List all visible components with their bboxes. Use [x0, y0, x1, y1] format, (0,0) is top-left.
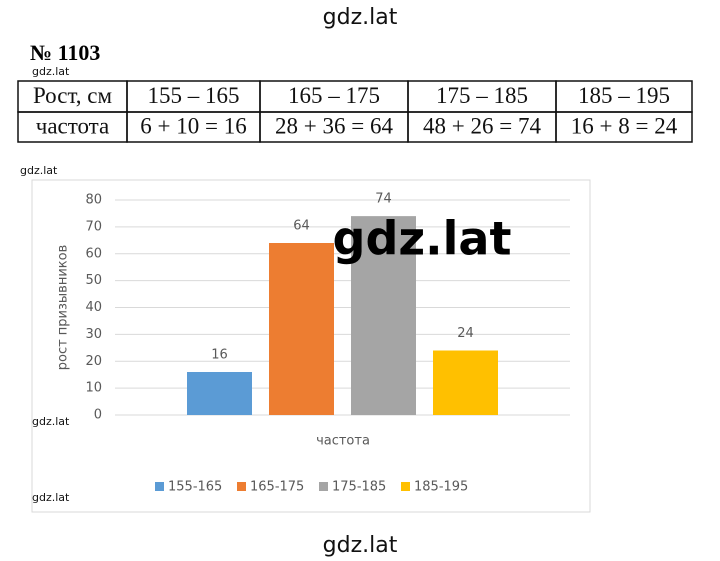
bar — [269, 243, 334, 415]
cell-text: Рост, см — [33, 83, 113, 108]
y-tick-label: 80 — [85, 193, 102, 208]
legend-label: 175-185 — [332, 480, 386, 495]
watermark: gdz.lat — [20, 164, 58, 177]
legend-label: 155-165 — [168, 480, 222, 495]
cell-text: 6 + 10 = 16 — [140, 113, 246, 138]
problem-number: № 1103 — [30, 40, 100, 65]
bar — [351, 216, 416, 415]
cell-text: 175 – 185 — [436, 83, 528, 108]
watermark: gdz.lat — [323, 5, 398, 30]
cell-text: 48 + 26 = 74 — [423, 113, 541, 138]
watermark: gdz.lat — [32, 65, 70, 78]
watermark: gdz.lat — [32, 415, 70, 428]
bar — [187, 372, 252, 415]
cell-text: 165 – 175 — [288, 83, 380, 108]
cell-text: 16 + 8 = 24 — [571, 113, 678, 138]
cell-text: 155 – 165 — [148, 83, 240, 108]
cell-text: 185 – 195 — [578, 83, 670, 108]
y-axis-label: рост призывников — [56, 245, 71, 371]
cell-text: 28 + 36 = 64 — [275, 113, 393, 138]
y-tick-label: 60 — [85, 246, 102, 261]
y-tick-label: 50 — [85, 273, 102, 288]
y-tick-label: 10 — [85, 381, 102, 396]
legend-label: 185-195 — [414, 480, 468, 495]
table-cell — [555, 111, 693, 143]
data-label: 16 — [211, 348, 228, 363]
legend-swatch — [319, 482, 328, 491]
y-tick-label: 30 — [85, 327, 102, 342]
y-tick-label: 20 — [85, 354, 102, 369]
x-axis-label: частота — [316, 434, 370, 449]
watermark: gdz.lat — [323, 533, 398, 558]
y-tick-label: 70 — [85, 219, 102, 234]
table: Рост, см 155 – 165 165 – 175 175 – 185 185 –… — [17, 80, 693, 143]
watermark: gdz.lat — [32, 491, 70, 504]
cell-text: частота — [36, 113, 109, 138]
legend-swatch — [401, 482, 410, 491]
bar — [433, 350, 498, 415]
legend-swatch — [237, 482, 246, 491]
data-label: 64 — [293, 219, 310, 234]
watermark: gdz.lat — [333, 212, 512, 266]
y-tick-label: 40 — [85, 300, 102, 315]
data-label: 24 — [457, 326, 474, 341]
data-label: 74 — [375, 192, 392, 207]
legend-label: 165-175 — [250, 480, 304, 495]
chart: 0 10 20 30 40 50 60 70 80 рост призывников частота… — [56, 192, 570, 495]
legend-swatch — [155, 482, 164, 491]
y-tick-label: 0 — [94, 408, 102, 423]
